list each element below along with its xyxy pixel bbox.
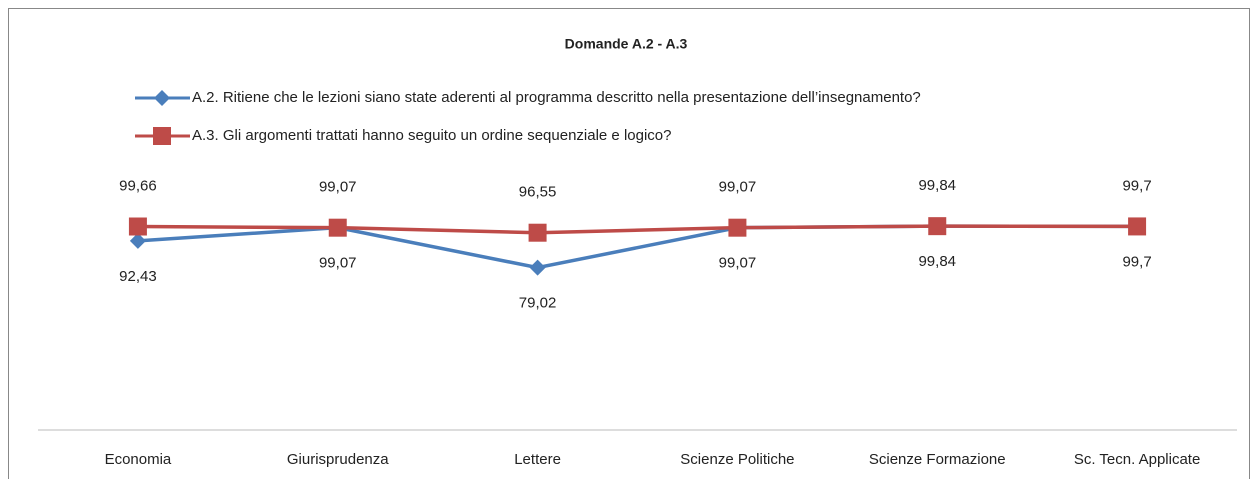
- chart-frame: [8, 8, 1250, 479]
- marker: [528, 223, 547, 242]
- legend-marker: [154, 90, 170, 106]
- marker: [128, 217, 147, 236]
- marker: [728, 218, 747, 237]
- data-label: 99,07: [719, 179, 757, 196]
- data-label: 99,7: [1122, 253, 1151, 270]
- x-tick-label: Sc. Tecn. Applicate: [1074, 451, 1200, 468]
- data-label: 99,07: [719, 255, 757, 272]
- data-label: 99,84: [918, 177, 956, 194]
- legend-marker: [153, 127, 171, 145]
- x-tick-label: Lettere: [514, 451, 561, 468]
- legend-label: A.3. Gli argomenti trattati hanno seguit…: [192, 127, 671, 144]
- data-label: 96,55: [519, 184, 557, 201]
- x-tick-label: Economia: [105, 451, 172, 468]
- x-tick-label: Giurisprudenza: [287, 451, 389, 468]
- marker: [129, 232, 146, 249]
- marker: [928, 217, 947, 236]
- data-label: 79,02: [519, 295, 557, 312]
- data-label: 92,43: [119, 268, 157, 285]
- legend-label: A.2. Ritiene che le lezioni siano state …: [192, 89, 921, 106]
- x-tick-label: Scienze Politiche: [680, 451, 794, 468]
- marker: [328, 218, 347, 237]
- data-label: 99,7: [1122, 177, 1151, 194]
- x-tick-label: Scienze Formazione: [869, 451, 1006, 468]
- series-line: [137, 224, 1138, 235]
- chart-title: Domande A.2 - A.3: [565, 36, 688, 52]
- data-label: 99,66: [119, 177, 157, 194]
- data-label: 99,07: [319, 255, 357, 272]
- marker: [1128, 217, 1147, 236]
- marker: [529, 259, 546, 276]
- data-label: 99,84: [918, 253, 956, 270]
- data-label: 99,07: [319, 179, 357, 196]
